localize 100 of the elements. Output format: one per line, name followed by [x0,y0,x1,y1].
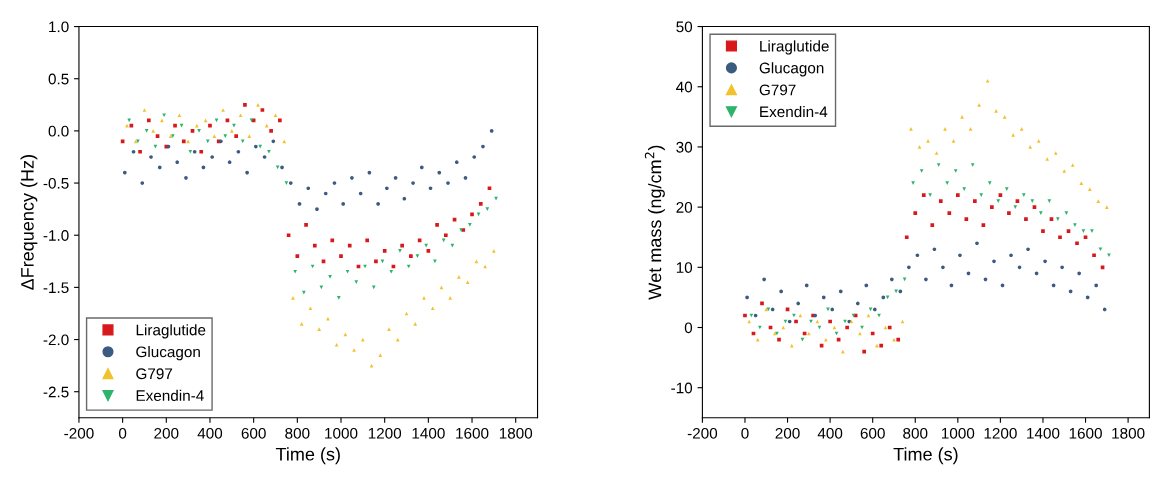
point [376,202,380,206]
point [472,155,477,159]
y-tick-label: -2.0 [43,334,69,346]
y-tick-label: 1.0 [49,21,69,33]
point [354,280,359,285]
point [926,139,930,143]
x-tick-label: 1200 [368,427,402,439]
point [1007,211,1011,215]
x-tick-label: 1400 [412,427,445,439]
point [433,259,437,264]
point [380,259,385,264]
legend-label: Liraglutide [136,324,206,339]
point [205,139,210,144]
point [437,170,442,175]
y-tick-label: -1.5 [43,282,69,294]
y-tick-label: -10 [671,382,693,394]
point [973,199,977,203]
point [855,301,860,306]
point [157,165,162,170]
legend-label: G797 [759,84,796,96]
point [269,129,273,133]
point [210,155,214,159]
point [1056,217,1060,222]
point [909,127,913,131]
point [446,181,450,185]
point [481,144,485,149]
x-axis-title: Time (s) [893,447,958,465]
point [284,181,289,185]
point [199,149,204,154]
point [1009,253,1013,258]
point [962,187,967,191]
point [304,222,308,227]
y-tick-label: 0.0 [48,125,69,137]
point [315,207,319,211]
point [1021,193,1026,197]
point [951,139,956,143]
point [227,160,232,165]
legend-label: Liraglutide [760,40,829,55]
point [1036,139,1041,143]
point [175,160,180,165]
point [243,102,247,107]
y-tick-label: -1.0 [43,230,69,241]
point [245,170,249,175]
point [184,176,188,180]
point [419,165,424,170]
point [387,327,391,331]
point [236,149,241,154]
point [428,186,433,191]
point [890,277,894,282]
point [947,211,952,215]
point [443,233,448,238]
point [323,191,328,196]
point [985,78,990,83]
point [334,342,339,347]
x-tick-label: 1000 [942,427,975,439]
y-tick-label: 40 [676,81,693,93]
point [273,113,278,118]
y-tick-label: 20 [676,202,693,213]
point [1060,265,1064,270]
point [917,145,922,149]
point [1094,283,1099,288]
point [915,253,920,258]
point [238,113,243,118]
x-tick-label: 1800 [499,427,533,439]
point [1011,133,1015,137]
x-axis-title: Time (s) [275,447,340,465]
point [1013,205,1018,209]
point [195,123,199,128]
point [454,160,459,165]
point [1098,247,1103,252]
point [411,181,415,185]
point [1047,199,1052,203]
point [1024,217,1028,222]
point [151,129,156,133]
point [328,275,332,279]
point [1030,199,1035,203]
point [138,149,142,154]
point [280,165,284,170]
legend-label: Exendin-4 [760,105,828,118]
point [326,316,330,321]
x-tick-label: 0 [741,427,749,439]
x-tick-label: 1000 [325,427,358,439]
point [930,223,935,228]
point [1090,229,1094,234]
x-tick-label: 400 [197,427,223,439]
x-tick-label: 200 [154,427,179,439]
point [125,123,129,128]
point [221,108,225,112]
point [352,348,356,352]
point [911,181,915,185]
point [975,241,979,246]
x-tick-label: 0 [118,427,127,439]
y-tick-label: 0 [684,322,693,334]
point [1075,241,1079,246]
x-tick-label: 1600 [1069,427,1102,439]
x-tick-label: 1400 [1027,427,1060,439]
point [932,247,937,252]
point [288,181,293,185]
y-tick-label: 10 [676,262,693,274]
point [938,199,943,203]
